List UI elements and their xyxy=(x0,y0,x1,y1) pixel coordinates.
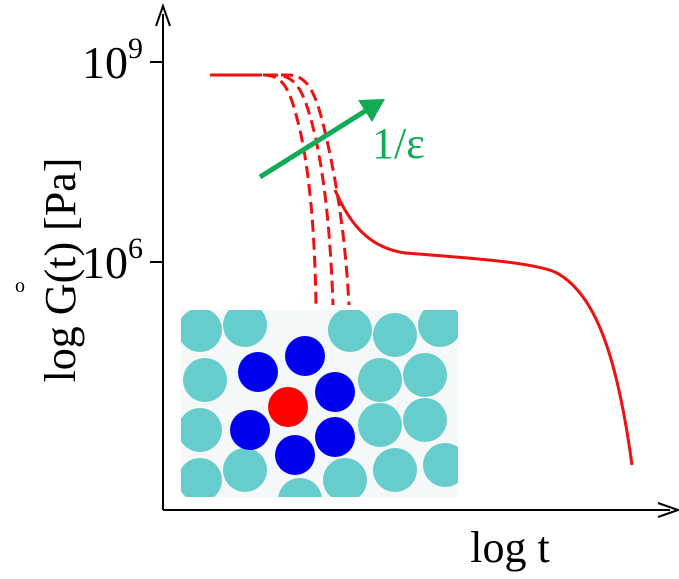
dashed-curve xyxy=(230,75,333,305)
dashed-curve xyxy=(210,75,316,305)
x-axis-label: log t xyxy=(470,523,549,572)
inset xyxy=(178,303,467,522)
y-axis-label: log G(t) [Pa] xyxy=(36,158,85,383)
annotation: 1/ε xyxy=(372,119,425,168)
arrow xyxy=(260,108,370,177)
tick-label: 109 xyxy=(82,32,143,88)
diagram: 109 106 log G(t) [Pa] log t o 1/ε xyxy=(0,0,679,579)
stray-mark: o xyxy=(15,275,25,297)
tick-label: 106 xyxy=(82,232,143,288)
dashed-curve xyxy=(245,75,349,305)
